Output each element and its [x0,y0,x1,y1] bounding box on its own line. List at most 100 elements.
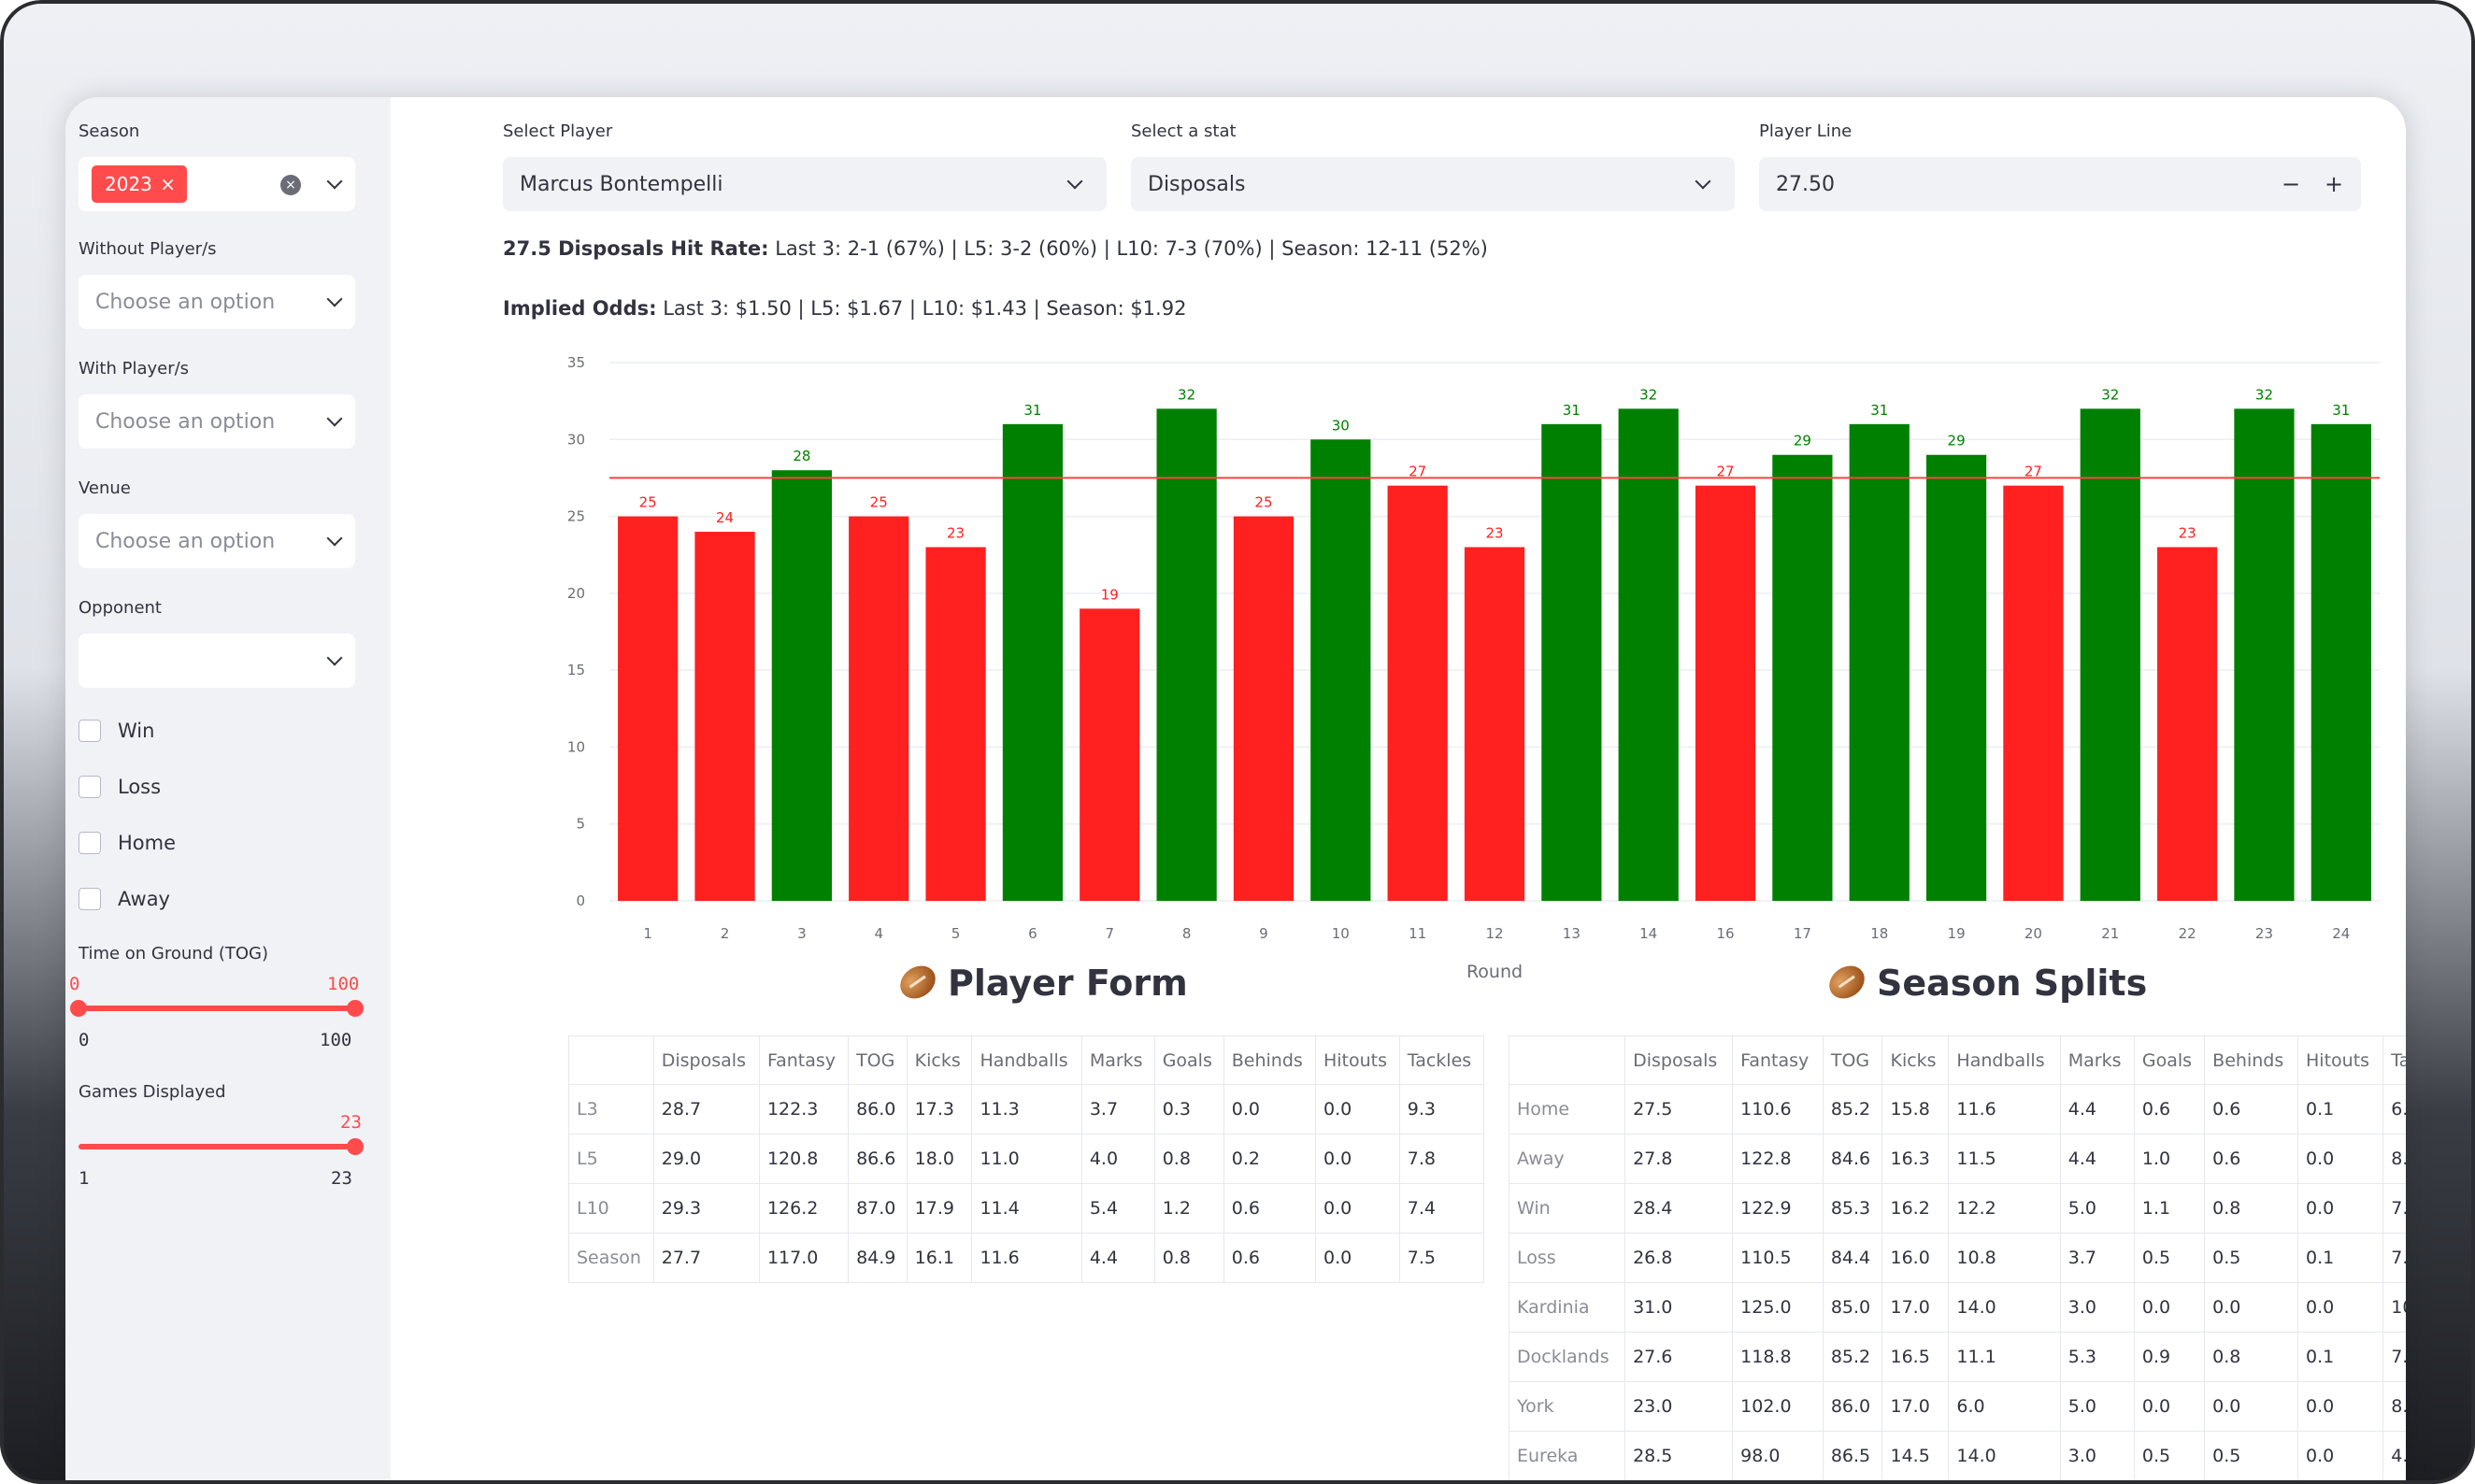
row-index: Kardinia [1509,1282,1626,1333]
column-header[interactable]: Handballs [1948,1035,2061,1085]
tog-low-thumb[interactable] [70,1000,87,1017]
y-tick-label: 15 [567,662,585,678]
stat-select[interactable]: Disposals [1131,157,1735,211]
column-header[interactable]: Behinds [1223,1035,1316,1085]
player-select[interactable]: Marcus Bontempelli [503,157,1107,211]
table-cell: 23.0 [1624,1381,1734,1432]
loss-checkbox-label[interactable]: Loss [118,776,162,798]
tog-min-label: 0 [79,1030,90,1050]
tog-slider-track[interactable] [79,1006,355,1011]
column-header[interactable]: Kicks [906,1035,973,1085]
column-header[interactable]: Goals [2133,1035,2206,1085]
table-cell: 3.0 [2059,1431,2135,1481]
bar-round-20 [2003,485,2064,901]
venue-select[interactable]: Choose an option [79,514,355,568]
column-header[interactable]: Fantasy [758,1035,850,1085]
x-tick-label: 8 [1182,925,1192,942]
table-cell: 5.4 [1080,1183,1155,1234]
table-cell: 0.6 [2204,1134,2299,1184]
table-row: Docklands 27.6 118.8 85.2 16.5 11.1 5.3 0.9 0.8 0… [1509,1332,2406,1382]
column-header[interactable]: Goals [1153,1035,1224,1085]
bar-round-6 [1002,423,1064,901]
chevron-down-icon[interactable] [326,291,343,307]
chevron-down-icon[interactable] [326,649,343,666]
bar-value-label: 31 [1870,402,1888,419]
table-cell: 0.1 [2297,1084,2384,1134]
player-line-value[interactable]: 27.50 [1776,173,1835,196]
games-slider-track[interactable] [79,1144,355,1149]
win-checkbox-label[interactable]: Win [118,720,155,742]
table-cell: 0.0 [2297,1183,2384,1234]
player-select-value: Marcus Bontempelli [520,173,723,196]
column-header[interactable]: Tack [2382,1035,2406,1085]
table-cell: 7.4 [1398,1183,1485,1234]
table-cell: 16.0 [1881,1233,1950,1283]
loss-checkbox[interactable] [79,776,101,798]
chevron-down-icon[interactable] [326,530,343,547]
stat-select-value: Disposals [1148,173,1246,196]
tag-remove-icon[interactable]: × [160,173,176,195]
table-cell: 17.9 [906,1183,973,1234]
tog-high-thumb[interactable] [347,1000,364,1017]
opponent-label: Opponent [79,598,162,618]
games-label: Games Displayed [79,1082,226,1102]
bar-round-11 [1387,485,1448,901]
table-cell: 27.6 [1624,1332,1734,1382]
column-header[interactable] [568,1035,654,1085]
increment-button[interactable]: + [2324,171,2344,197]
win-checkbox[interactable] [79,720,101,742]
column-header[interactable]: Kicks [1881,1035,1950,1085]
season-tag[interactable]: 2023 × [92,165,187,203]
bar-round-3 [771,470,832,901]
column-header[interactable]: Handballs [971,1035,1082,1085]
games-thumb[interactable] [347,1138,364,1155]
with-players-select[interactable]: Choose an option [79,394,355,449]
without-players-select[interactable]: Choose an option [79,275,355,329]
table-cell: 126.2 [758,1183,850,1234]
column-header[interactable]: Disposals [1624,1035,1734,1085]
away-checkbox-label[interactable]: Away [118,888,170,910]
opponent-select[interactable] [79,634,355,688]
player-line-input[interactable]: 27.50 − + [1759,157,2361,211]
column-header[interactable] [1509,1035,1626,1085]
player-form-table: Disposals Fantasy TOG Kicks Handballs Marks Go… [568,1035,1485,1283]
column-header[interactable]: Disposals [652,1035,760,1085]
column-header[interactable]: Marks [1080,1035,1155,1085]
table-cell: 17.0 [1881,1381,1950,1432]
implied-odds-heading: Implied Odds: [503,297,657,320]
bar-round-4 [849,516,909,901]
column-header[interactable]: Fantasy [1732,1035,1824,1085]
football-icon [1823,959,1871,1006]
x-tick-label: 13 [1563,925,1581,942]
chevron-down-icon[interactable] [1066,173,1083,190]
home-checkbox[interactable] [79,832,101,854]
table-cell: 27.5 [1624,1084,1734,1134]
bar-value-label: 27 [2024,464,2042,480]
table-cell: 84.4 [1822,1233,1883,1283]
column-header[interactable]: Hitouts [1314,1035,1400,1085]
column-header[interactable]: Behinds [2204,1035,2299,1085]
table-cell: 85.3 [1822,1183,1883,1234]
x-tick-label: 1 [643,925,652,942]
chevron-down-icon[interactable] [326,173,343,190]
chevron-down-icon[interactable] [1695,173,1711,190]
season-multiselect[interactable]: 2023 × × [79,157,355,211]
row-index: Season [568,1233,654,1283]
table-cell: 11.4 [971,1183,1082,1234]
chevron-down-icon[interactable] [326,410,343,427]
clear-icon[interactable]: × [280,175,301,195]
column-header[interactable]: Tackles [1398,1035,1485,1085]
column-header[interactable]: TOG [848,1035,908,1085]
column-header[interactable]: Marks [2059,1035,2135,1085]
x-tick-label: 17 [1794,925,1811,942]
games-min-label: 1 [79,1168,90,1189]
column-header[interactable]: Hitouts [2297,1035,2384,1085]
season-splits-scroll[interactable]: Disposals Fantasy TOG Kicks Handballs Marks Go… [1509,1032,2406,1484]
away-checkbox[interactable] [79,888,101,910]
home-checkbox-label[interactable]: Home [118,832,177,854]
y-tick-label: 30 [567,431,585,448]
table-cell: 17.0 [1881,1282,1950,1333]
column-header[interactable]: TOG [1822,1035,1883,1085]
decrement-button[interactable]: − [2281,171,2301,197]
